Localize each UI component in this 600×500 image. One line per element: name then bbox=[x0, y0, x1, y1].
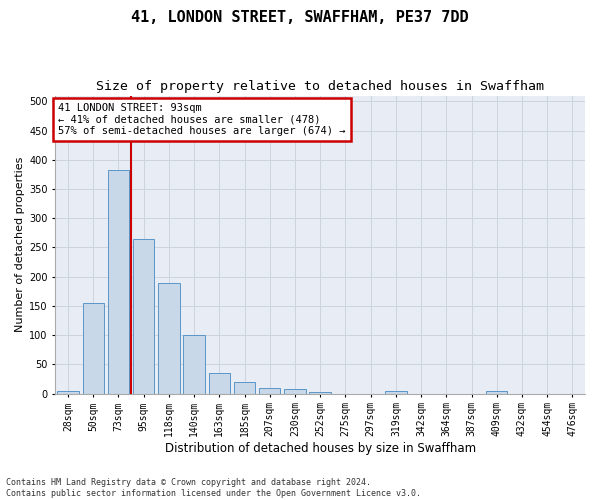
Bar bbox=[108, 170, 129, 394]
Y-axis label: Number of detached properties: Number of detached properties bbox=[15, 157, 25, 332]
Title: Size of property relative to detached houses in Swaffham: Size of property relative to detached ho… bbox=[96, 80, 544, 93]
Text: 41 LONDON STREET: 93sqm
← 41% of detached houses are smaller (478)
57% of semi-d: 41 LONDON STREET: 93sqm ← 41% of detache… bbox=[58, 103, 346, 136]
Bar bbox=[486, 391, 508, 394]
X-axis label: Distribution of detached houses by size in Swaffham: Distribution of detached houses by size … bbox=[164, 442, 476, 455]
Bar bbox=[310, 392, 331, 394]
Text: Contains HM Land Registry data © Crown copyright and database right 2024.
Contai: Contains HM Land Registry data © Crown c… bbox=[6, 478, 421, 498]
Bar bbox=[209, 373, 230, 394]
Bar bbox=[234, 382, 255, 394]
Bar bbox=[158, 282, 179, 394]
Text: 41, LONDON STREET, SWAFFHAM, PE37 7DD: 41, LONDON STREET, SWAFFHAM, PE37 7DD bbox=[131, 10, 469, 25]
Bar bbox=[133, 238, 154, 394]
Bar bbox=[284, 389, 306, 394]
Bar bbox=[259, 388, 280, 394]
Bar bbox=[385, 391, 407, 394]
Bar bbox=[83, 303, 104, 394]
Bar bbox=[58, 390, 79, 394]
Bar bbox=[184, 335, 205, 394]
